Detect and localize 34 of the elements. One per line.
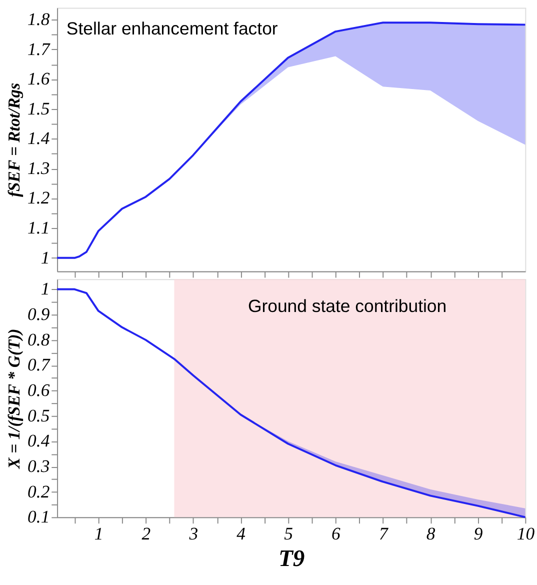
y-tick-label: 0.9	[28, 304, 50, 324]
y-tick-label: 0.6	[28, 380, 50, 400]
y-tick-label: 0.4	[28, 430, 50, 451]
y-tick-label: 1	[40, 247, 50, 268]
x-axis-title: T9	[278, 546, 305, 572]
y-tick-label: 0.2	[28, 481, 50, 502]
y-axis-title: X = 1/(fSEF * G(T))	[4, 328, 24, 470]
y-tick-label: 0.8	[28, 329, 50, 350]
y-tick-label: 1.6	[28, 68, 50, 89]
y-tick-label: 1.3	[28, 158, 50, 178]
y-tick-label: 1.2	[28, 188, 50, 208]
annotation: Stellar enhancement factor	[66, 18, 278, 39]
x-tick-label: 2	[142, 523, 151, 544]
y-tick-label: 1.4	[28, 128, 50, 148]
y-tick-label: 0.3	[28, 456, 50, 476]
x-tick-label: 6	[332, 523, 341, 544]
y-tick-label: 1.8	[28, 9, 50, 30]
y-tick-label: 0.5	[28, 405, 50, 426]
x-tick-label: 4	[236, 523, 246, 544]
y-tick-label: 0.1	[28, 506, 50, 527]
x-tick-label: 10	[516, 523, 535, 544]
x-tick-label: 7	[378, 523, 389, 544]
y-tick-label: 1.5	[28, 98, 50, 118]
y-tick-label: 1	[40, 278, 50, 299]
y-tick-label: 1.7	[28, 38, 51, 59]
annotation: Ground state contribution	[248, 296, 447, 316]
x-tick-label: 1	[94, 523, 104, 544]
y-tick-label: 1.1	[28, 218, 50, 238]
x-tick-label: 5	[284, 523, 294, 544]
x-tick-label: 3	[188, 523, 198, 544]
y-tick-label: 0.7	[28, 354, 51, 375]
x-tick-label: 9	[474, 523, 483, 544]
y-axis-title: fSEF = Rtot/Rgs	[4, 82, 24, 198]
x-tick-label: 8	[426, 523, 436, 544]
